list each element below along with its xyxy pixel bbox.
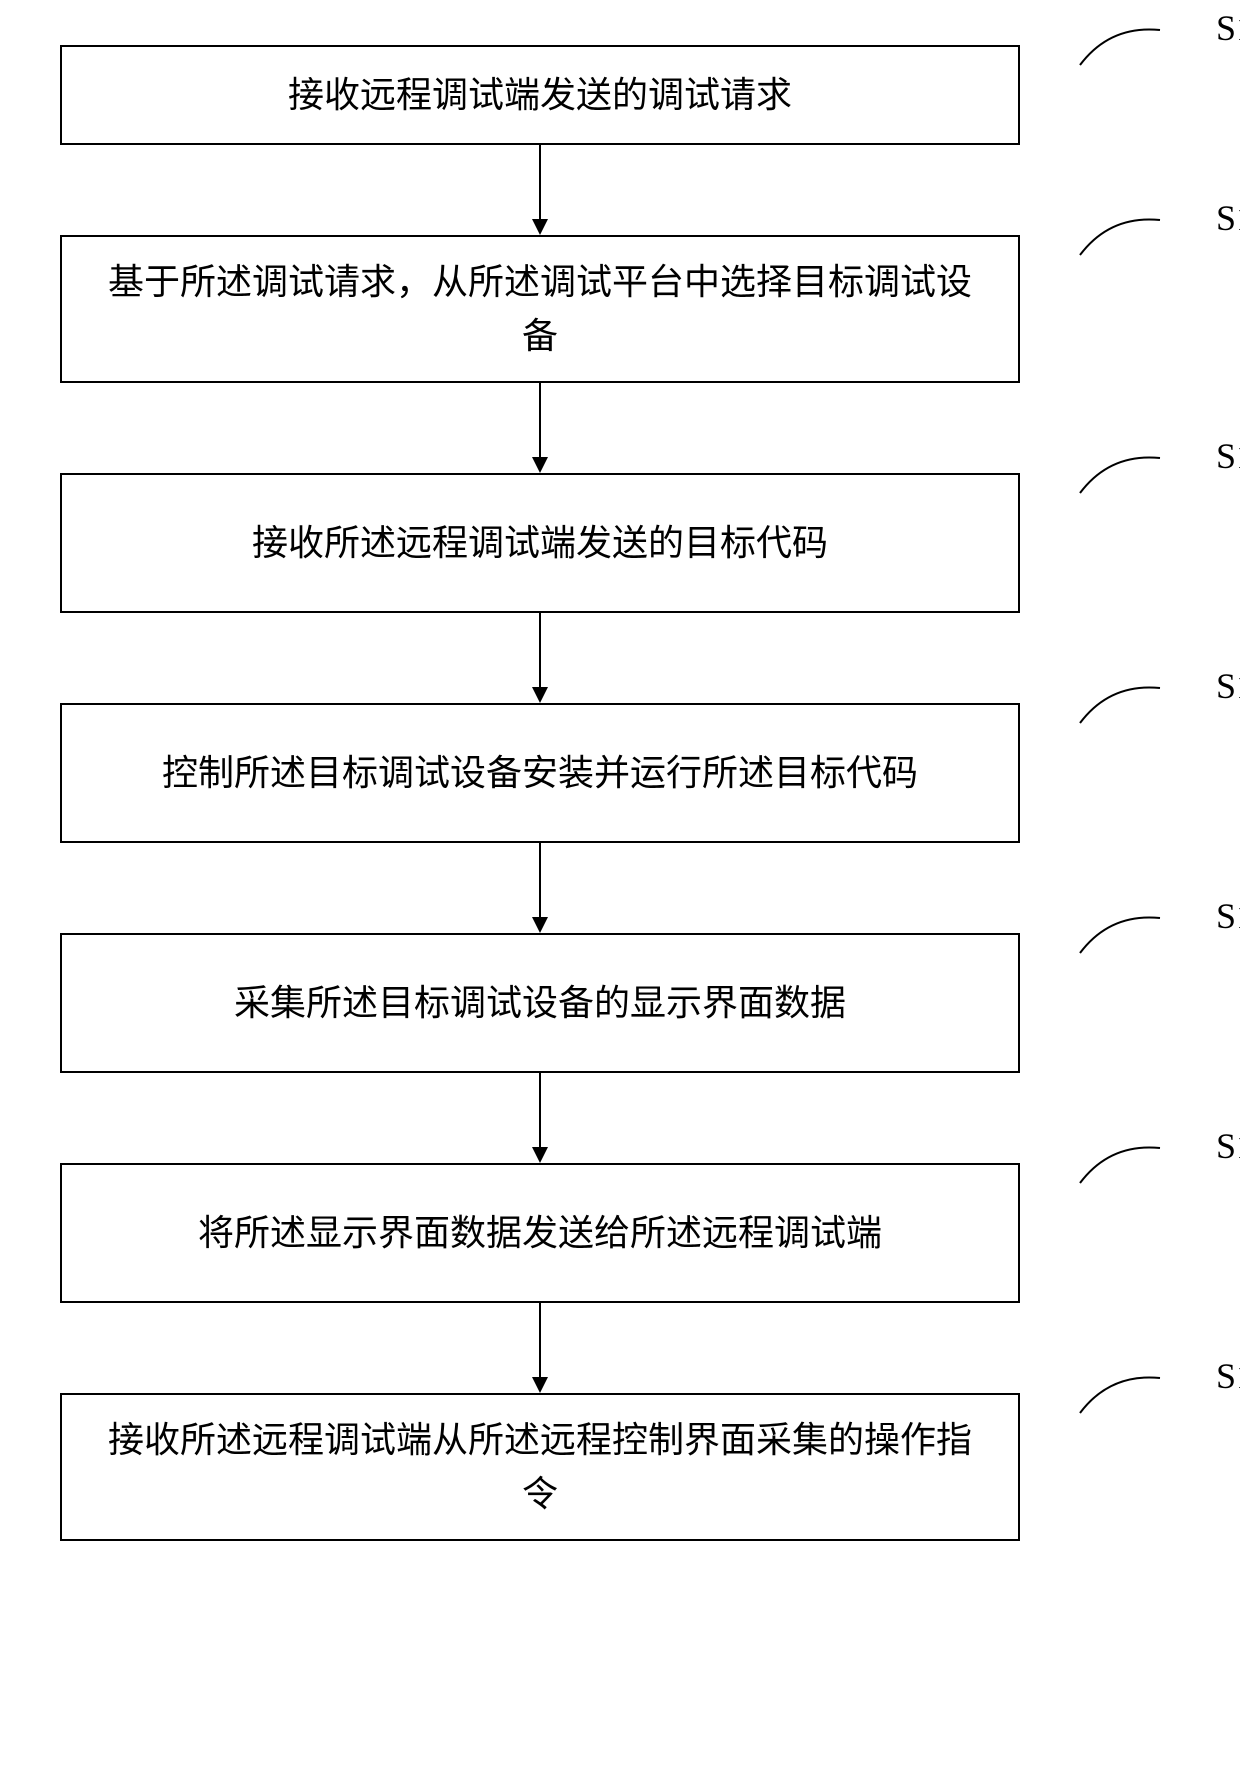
flow-step-label: S170: [1216, 1355, 1240, 1397]
flow-step: 采集所述目标调试设备的显示界面数据 S150: [60, 933, 1180, 1073]
flow-step: 接收所述远程调试端从所述远程控制界面采集的操作指令 S170: [60, 1393, 1180, 1541]
flow-box-text: 将所述显示界面数据发送给所述远程调试端: [198, 1206, 882, 1260]
callout-curve: [1070, 673, 1200, 733]
flow-box-text: 采集所述目标调试设备的显示界面数据: [234, 976, 846, 1030]
flow-box-text: 控制所述目标调试设备安装并运行所述目标代码: [162, 746, 918, 800]
flow-box: 基于所述调试请求，从所述调试平台中选择目标调试设备: [60, 235, 1020, 383]
flow-step: 控制所述目标调试设备安装并运行所述目标代码 S140: [60, 703, 1180, 843]
flowchart-container: 接收远程调试端发送的调试请求 S120 基于所述调试请求，从所述调试平台中选择目…: [60, 45, 1180, 1541]
flow-step: 基于所述调试请求，从所述调试平台中选择目标调试设备 S120: [60, 235, 1180, 383]
callout-curve: [1070, 205, 1200, 265]
callout-curve: [1070, 443, 1200, 503]
callout-curve: [1070, 1363, 1200, 1423]
flow-arrow: [60, 1303, 1020, 1393]
flow-step: 接收所述远程调试端发送的目标代码 S130: [60, 473, 1180, 613]
flow-box: 接收所述远程调试端发送的目标代码: [60, 473, 1020, 613]
flow-arrow: [60, 145, 1020, 235]
flow-step-label: S160: [1216, 1125, 1240, 1167]
flow-box-text: 接收远程调试端发送的调试请求: [288, 68, 792, 122]
flow-step-label: S120: [1216, 7, 1240, 49]
flow-step-label: S130: [1216, 435, 1240, 477]
flow-step: 将所述显示界面数据发送给所述远程调试端 S160: [60, 1163, 1180, 1303]
flow-box: 将所述显示界面数据发送给所述远程调试端: [60, 1163, 1020, 1303]
callout-curve: [1070, 903, 1200, 963]
flow-step: 接收远程调试端发送的调试请求 S120: [60, 45, 1180, 145]
flow-box-text: 基于所述调试请求，从所述调试平台中选择目标调试设备: [102, 255, 978, 363]
flow-box-text: 接收所述远程调试端从所述远程控制界面采集的操作指令: [102, 1413, 978, 1521]
flow-box-text: 接收所述远程调试端发送的目标代码: [252, 516, 828, 570]
flow-arrow: [60, 1073, 1020, 1163]
flow-step-label: S140: [1216, 665, 1240, 707]
flow-box: 接收所述远程调试端从所述远程控制界面采集的操作指令: [60, 1393, 1020, 1541]
flow-step-label: S150: [1216, 895, 1240, 937]
flow-arrow: [60, 613, 1020, 703]
flow-arrow: [60, 843, 1020, 933]
callout-curve: [1070, 15, 1200, 75]
flow-box: 控制所述目标调试设备安装并运行所述目标代码: [60, 703, 1020, 843]
callout-curve: [1070, 1133, 1200, 1193]
flow-arrow: [60, 383, 1020, 473]
flow-box: 采集所述目标调试设备的显示界面数据: [60, 933, 1020, 1073]
flow-box: 接收远程调试端发送的调试请求: [60, 45, 1020, 145]
flow-step-label: S120: [1216, 197, 1240, 239]
